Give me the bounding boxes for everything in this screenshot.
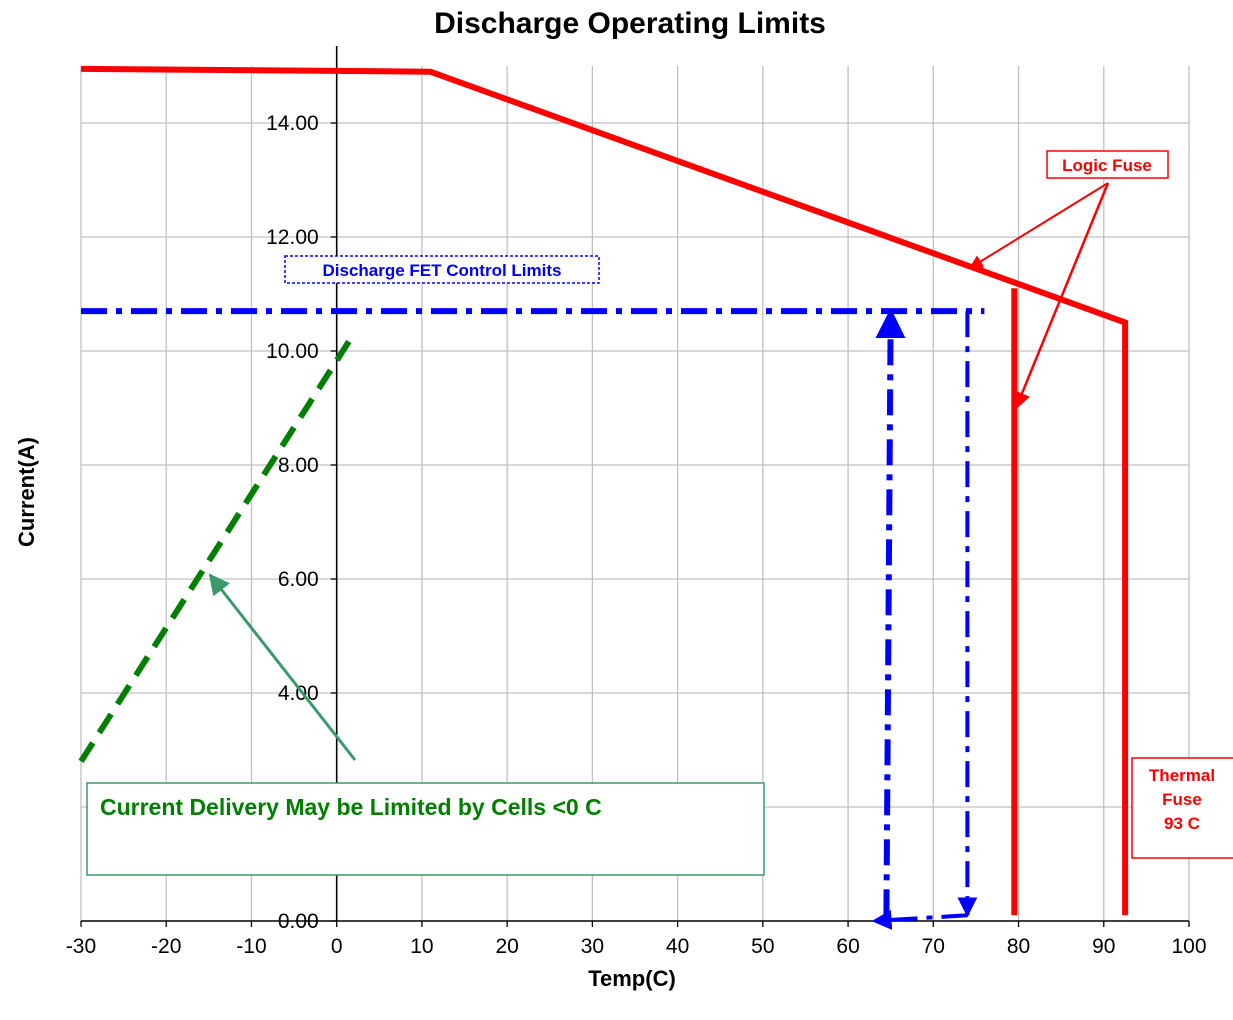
annotation-fet-limits: Discharge FET Control Limits — [284, 255, 600, 284]
annotation-logic-fuse: Logic Fuse — [968, 150, 1169, 410]
thermal-fuse-line-1: Thermal — [1149, 766, 1215, 785]
thermal-fuse-line-3: 93 C — [1164, 814, 1200, 833]
x-tick-label: -30 — [66, 935, 96, 958]
annotation-thermal-fuse: Thermal Fuse 93 C — [1131, 757, 1233, 859]
series-line-4 — [875, 308, 906, 916]
cell-limit-label: Current Delivery May be Limited by Cells… — [100, 794, 602, 820]
x-tick-label: 30 — [581, 935, 604, 958]
x-tick-labels: -30 -20 -10 0 10 20 30 40 50 60 70 80 90 100 — [66, 935, 1207, 958]
x-tick-label: 0 — [331, 935, 343, 958]
x-tick-label: 80 — [1007, 935, 1030, 958]
thermal-fuse-box — [1131, 757, 1233, 859]
x-tick-label: -20 — [151, 935, 181, 958]
annotation-cell-limit: Current Delivery May be Limited by Cells… — [86, 573, 765, 876]
y-tick-label: 14.00 — [266, 112, 319, 135]
x-tick-label: 50 — [751, 935, 774, 958]
cell-limit-box — [86, 782, 765, 876]
fet-limits-box — [284, 255, 600, 284]
series-lines — [78, 65, 1129, 930]
y-tick-label: 10.00 — [266, 340, 319, 363]
y-axis-title: Current(A) — [14, 437, 39, 547]
logic-fuse-box — [1046, 150, 1169, 179]
x-tick-label: 100 — [1171, 935, 1206, 958]
x-tick-label: 60 — [836, 935, 859, 958]
y-tick-label: 6.00 — [278, 568, 319, 591]
y-tick-label: 8.00 — [278, 454, 319, 477]
x-axis-title: Temp(C) — [588, 966, 676, 991]
chart-title: Discharge Operating Limits — [434, 7, 826, 40]
x-tick-label: 90 — [1092, 935, 1115, 958]
series-line-6 — [78, 332, 357, 764]
series-line-5 — [871, 909, 968, 930]
axes — [80, 46, 1190, 927]
cell-limit-arrow — [208, 573, 357, 761]
x-tick-label: -10 — [236, 935, 266, 958]
series-line-0 — [80, 65, 1129, 916]
fet-limits-label: Discharge FET Control Limits — [323, 261, 562, 280]
logic-fuse-label: Logic Fuse — [1062, 156, 1152, 175]
y-tick-label: 12.00 — [266, 226, 319, 249]
x-tick-label: 70 — [922, 935, 945, 958]
logic-fuse-arrow-2 — [1013, 182, 1110, 410]
y-tick-label: 0.00 — [278, 910, 319, 933]
x-tick-label: 40 — [666, 935, 689, 958]
x-tick-label: 20 — [495, 935, 518, 958]
x-tick-label: 10 — [410, 935, 433, 958]
thermal-fuse-line-2: Fuse — [1162, 790, 1202, 809]
logic-fuse-arrow-1 — [968, 182, 1109, 269]
